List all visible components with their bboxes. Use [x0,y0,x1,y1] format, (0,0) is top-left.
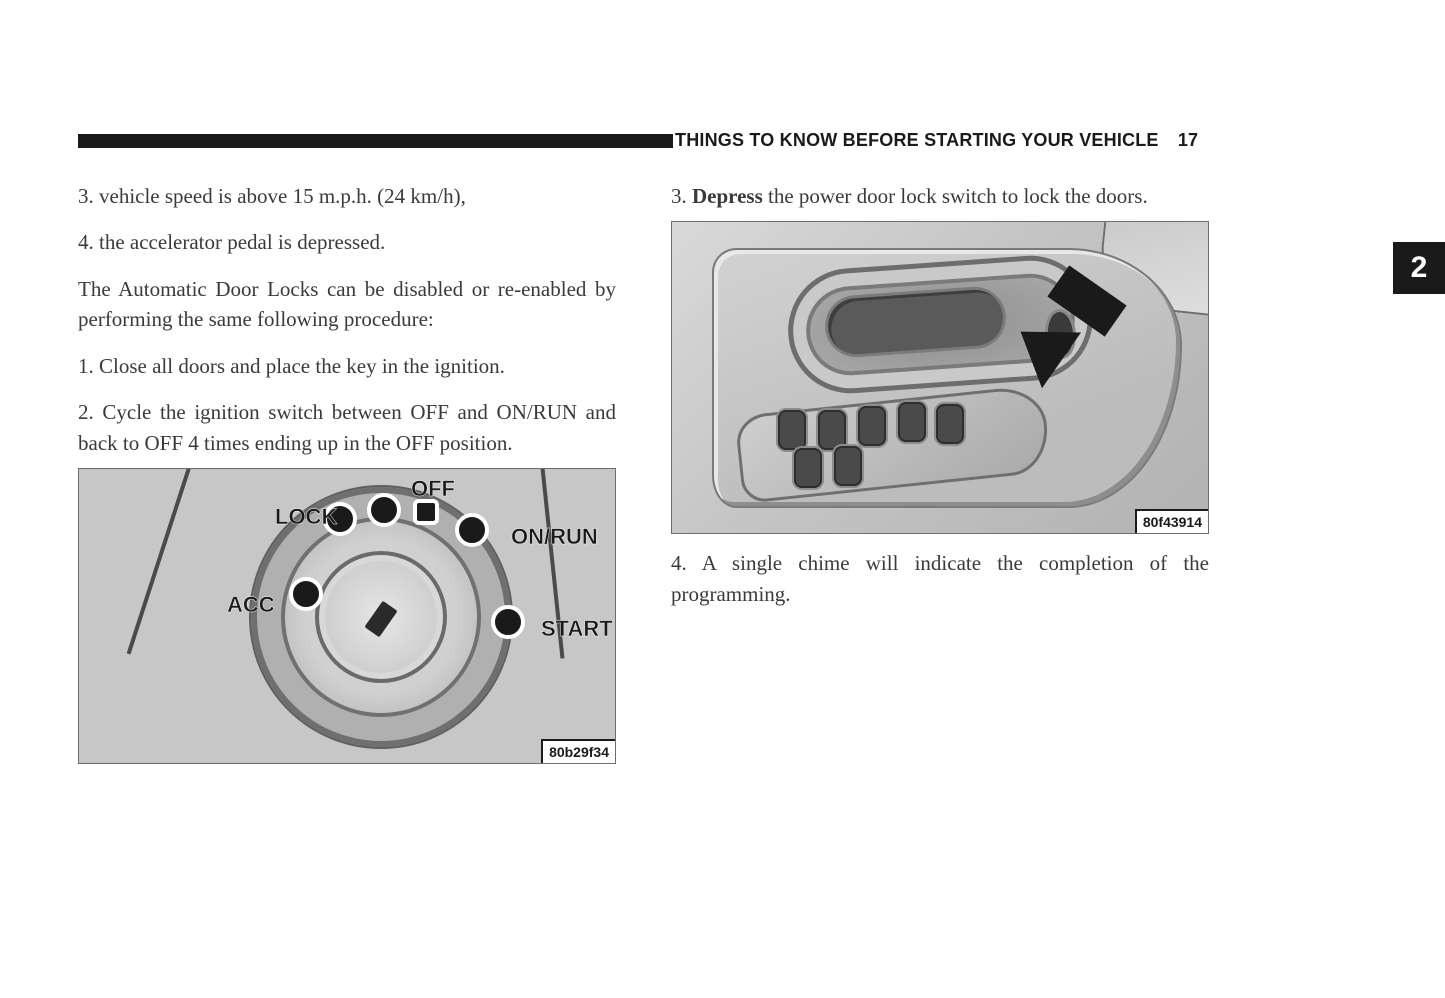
right-column: 3. Depress the power door lock switch to… [671,181,1209,780]
left-column: 3. vehicle speed is above 15 m.p.h. (24 … [78,181,616,780]
step-3-post: the power door lock switch to lock the d… [763,184,1148,208]
step-2: 2. Cycle the ignition switch between OFF… [78,397,616,458]
page-header-row: THINGS TO KNOW BEFORE STARTING YOUR VEHI… [78,130,1208,151]
page-number: 17 [1178,130,1198,150]
paragraph-procedure-intro: The Automatic Door Locks can be disabled… [78,274,616,335]
pos-dot-acc [289,577,323,611]
step-3: 3. Depress the power door lock switch to… [671,181,1209,211]
dash-panel-line [127,468,196,654]
label-start: START [541,613,613,645]
label-off: OFF [411,473,455,505]
figure-code: 80f43914 [1135,509,1208,533]
window-button [834,446,862,486]
step-4: 4. A single chime will indicate the comp… [671,548,1209,609]
door-lock-switch-figure: 80f43914 [671,221,1209,534]
list-item-4: 4. the accelerator pedal is depressed. [78,227,616,257]
window-button [858,406,886,446]
pos-dot-start [491,605,525,639]
pos-dot-onrun [455,513,489,547]
step-3-bold: Depress [692,184,763,208]
two-column-layout: 3. vehicle speed is above 15 m.p.h. (24 … [78,181,1208,780]
list-item-3: 3. vehicle speed is above 15 m.p.h. (24 … [78,181,616,211]
window-button [778,410,806,450]
manual-page: THINGS TO KNOW BEFORE STARTING YOUR VEHI… [78,130,1208,780]
window-button [794,448,822,488]
ignition-switch-figure: LOCK OFF ON/RUN ACC START 80b29f34 [78,468,616,764]
window-button [898,402,926,442]
window-button [818,410,846,450]
section-title-text: THINGS TO KNOW BEFORE STARTING YOUR VEHI… [675,130,1159,150]
section-tab: 2 [1393,242,1445,294]
step-1: 1. Close all doors and place the key in … [78,351,616,381]
label-acc: ACC [227,589,275,621]
window-button [936,404,964,444]
label-onrun: ON/RUN [511,521,598,553]
section-title: THINGS TO KNOW BEFORE STARTING YOUR VEHI… [675,130,1198,151]
label-lock: LOCK [275,501,337,533]
figure-code: 80b29f34 [541,739,615,763]
pos-dot-off [367,493,401,527]
step-3-pre: 3. [671,184,692,208]
header-black-bar [78,134,673,148]
